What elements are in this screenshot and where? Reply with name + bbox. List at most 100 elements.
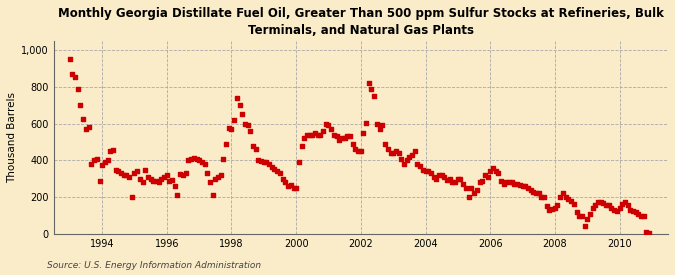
Point [639, 214, 649, 219]
Point [310, 131, 321, 135]
Point [313, 133, 323, 137]
Point [544, 208, 555, 212]
Point [428, 175, 439, 179]
Point [321, 122, 331, 126]
Point [161, 173, 172, 177]
Point [568, 201, 579, 206]
Point [124, 175, 134, 179]
Point [213, 175, 223, 179]
Point [107, 148, 118, 152]
Point [237, 112, 248, 117]
Point [644, 231, 655, 235]
Point [234, 103, 245, 108]
Point [455, 177, 466, 181]
Point [493, 171, 504, 175]
Point [582, 217, 593, 221]
Point [183, 158, 194, 163]
Point [466, 186, 477, 190]
Point [487, 166, 498, 170]
Point [441, 177, 452, 182]
Y-axis label: Thousand Barrels: Thousand Barrels [7, 92, 17, 183]
Point [622, 202, 633, 207]
Point [612, 209, 622, 213]
Point [121, 173, 132, 177]
Point [636, 213, 647, 218]
Point [331, 133, 342, 138]
Point [609, 208, 620, 212]
Point [385, 151, 396, 155]
Point [617, 201, 628, 206]
Point [512, 182, 522, 186]
Point [382, 147, 393, 152]
Point [67, 72, 78, 76]
Point [175, 172, 186, 176]
Point [525, 188, 536, 192]
Point [541, 204, 552, 208]
Point [404, 155, 414, 159]
Point [374, 127, 385, 131]
Point [576, 214, 587, 219]
Point [590, 202, 601, 207]
Point [194, 158, 205, 163]
Point [495, 178, 506, 183]
Point [245, 129, 256, 133]
Point [248, 144, 259, 148]
Point [288, 186, 299, 190]
Point [628, 209, 639, 213]
Point [410, 149, 421, 153]
Point [242, 123, 253, 128]
Point [474, 180, 485, 185]
Point [196, 160, 207, 164]
Point [97, 163, 107, 167]
Point [450, 180, 460, 185]
Point [240, 122, 250, 126]
Text: Source: U.S. Energy Information Administration: Source: U.S. Energy Information Administ… [47, 260, 261, 270]
Point [102, 158, 113, 163]
Point [299, 136, 310, 141]
Point [412, 162, 423, 166]
Point [460, 186, 471, 190]
Point [458, 182, 468, 186]
Point [418, 167, 429, 172]
Point [186, 156, 196, 161]
Point [522, 186, 533, 190]
Point [180, 171, 191, 175]
Point [191, 156, 202, 161]
Point [406, 153, 417, 157]
Point [205, 180, 215, 185]
Point [533, 191, 544, 196]
Point [318, 129, 329, 133]
Point [329, 133, 340, 137]
Point [296, 144, 307, 148]
Point [520, 184, 531, 188]
Point [547, 207, 558, 211]
Point [361, 120, 372, 125]
Point [468, 191, 479, 196]
Point [595, 200, 606, 204]
Point [140, 167, 151, 172]
Point [571, 210, 582, 214]
Point [444, 177, 455, 181]
Point [178, 173, 188, 177]
Point [633, 211, 644, 216]
Point [536, 195, 547, 199]
Point [482, 175, 493, 179]
Point [256, 159, 267, 164]
Point [566, 199, 576, 203]
Point [350, 147, 360, 152]
Point [394, 151, 404, 155]
Point [342, 134, 352, 139]
Point [118, 173, 129, 177]
Point [304, 133, 315, 137]
Point [620, 200, 630, 204]
Point [153, 179, 164, 184]
Point [264, 162, 275, 166]
Point [337, 136, 348, 141]
Point [414, 164, 425, 168]
Point [345, 133, 356, 138]
Point [142, 175, 153, 179]
Point [434, 173, 445, 177]
Point [325, 127, 336, 131]
Point [226, 127, 237, 131]
Point [250, 147, 261, 152]
